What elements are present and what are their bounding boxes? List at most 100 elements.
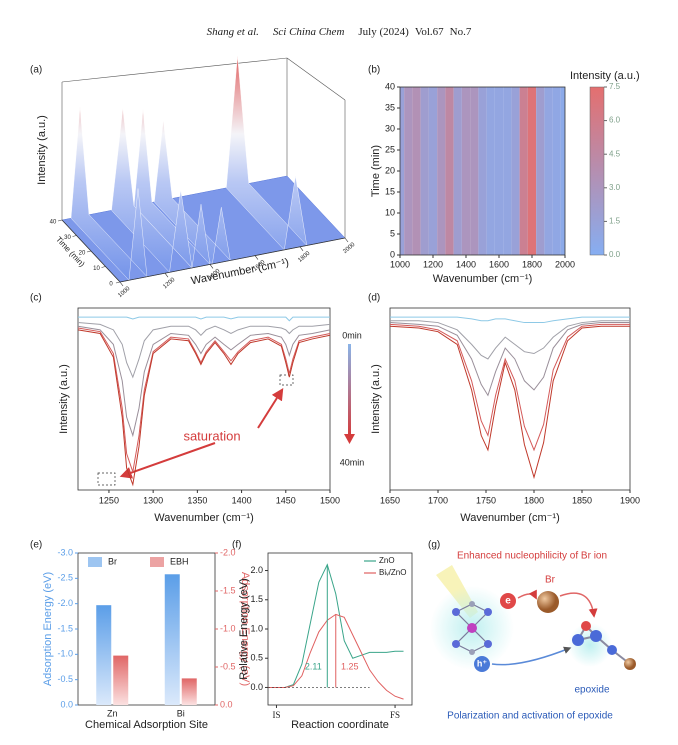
annotation: saturation bbox=[183, 428, 240, 443]
y-tick bbox=[72, 235, 77, 237]
x-tick-label: 1900 bbox=[620, 495, 640, 505]
colorbar-tick-label: 4.5 bbox=[609, 149, 621, 158]
header-issue: No.7 bbox=[450, 26, 472, 38]
heat-cell bbox=[400, 87, 405, 255]
bar bbox=[164, 574, 180, 705]
y2-tick-label: -1.5 bbox=[220, 585, 236, 595]
plot-frame bbox=[389, 307, 631, 491]
x-tick bbox=[119, 281, 124, 287]
heat-cell bbox=[445, 87, 454, 255]
x-axis-label: Wavenumber (cm⁻¹) bbox=[433, 273, 533, 285]
y-tick-label: 0 bbox=[109, 282, 113, 288]
hole-label: h⁺ bbox=[477, 658, 487, 668]
heat-cell bbox=[552, 87, 561, 255]
header-volume: Vol.67 bbox=[415, 26, 444, 38]
annotation: 40min bbox=[340, 457, 365, 467]
x-tick-label: FS bbox=[390, 710, 400, 720]
x-tick-label: 1800 bbox=[297, 250, 312, 264]
heat-cell bbox=[437, 87, 446, 255]
y-tick-label: 10 bbox=[93, 266, 100, 272]
panel-label: (c) bbox=[30, 293, 42, 304]
colorbar-tick-label: 1.5 bbox=[609, 217, 621, 226]
y2-tick-label: 0.0 bbox=[220, 699, 233, 709]
mechanism-diagram: (g) Enhanced nucleophilicity of Br ion e… bbox=[428, 540, 636, 722]
y-tick-label: -3.0 bbox=[57, 547, 73, 557]
y-tick-label: 0.5 bbox=[250, 653, 263, 663]
legend-label: EBH bbox=[170, 556, 189, 566]
series-line bbox=[77, 325, 331, 438]
atom bbox=[452, 608, 460, 616]
bromide-label: Br bbox=[545, 575, 556, 586]
heat-cell bbox=[536, 87, 545, 255]
y2-axis-label: Adsorption Energy (eV) bbox=[239, 572, 251, 686]
highlight-box bbox=[97, 472, 116, 486]
atom bbox=[581, 621, 591, 631]
z-axis-label: Intensity (a.u.) bbox=[36, 115, 48, 185]
box-edge bbox=[61, 57, 288, 83]
x-tick-label: Bi bbox=[177, 708, 185, 718]
header-authors: Shang et al. bbox=[207, 26, 259, 38]
y2-tick-label: -1.0 bbox=[220, 623, 236, 633]
atom bbox=[452, 640, 460, 648]
y-axis-label: Time (min) bbox=[370, 145, 382, 197]
y-tick-label: 20 bbox=[385, 165, 395, 175]
y-tick-label: -0.5 bbox=[57, 674, 73, 684]
series-line bbox=[77, 329, 331, 487]
atom bbox=[484, 640, 492, 648]
bromide-ion bbox=[537, 591, 559, 613]
y-tick-label: 0.0 bbox=[60, 699, 73, 709]
bar bbox=[96, 605, 112, 705]
heat-cell bbox=[527, 87, 537, 255]
x-axis-label: Wavenumber (cm⁻¹) bbox=[460, 512, 560, 524]
arrow bbox=[517, 589, 537, 600]
x-tick-label: 2000 bbox=[342, 241, 357, 255]
legend-swatch bbox=[88, 557, 102, 567]
time-arrow-head bbox=[344, 434, 355, 444]
heat-cell bbox=[560, 87, 565, 255]
y-axis-label: Intensity (a.u.) bbox=[58, 364, 70, 434]
heat-cell bbox=[420, 87, 429, 255]
y-tick bbox=[101, 266, 106, 268]
plot-frame bbox=[77, 307, 331, 491]
heat-cell bbox=[519, 87, 528, 255]
x-tick-label: 1750 bbox=[476, 495, 496, 505]
panel-label: (d) bbox=[368, 293, 380, 304]
y-tick-label: -2.5 bbox=[57, 573, 73, 583]
heat-cell bbox=[404, 87, 413, 255]
time-arrow bbox=[348, 344, 351, 436]
atom bbox=[607, 645, 617, 655]
y-tick-label: 35 bbox=[385, 102, 395, 112]
heat-cell bbox=[511, 87, 520, 255]
x-tick-label: 1850 bbox=[572, 495, 592, 505]
y2-tick-label: -0.5 bbox=[220, 661, 236, 671]
y-tick-label: 25 bbox=[385, 144, 395, 154]
annotation-art bbox=[97, 344, 355, 486]
series-line bbox=[389, 322, 630, 397]
y-tick-label: -1.5 bbox=[57, 623, 73, 633]
y-tick bbox=[115, 281, 121, 284]
x-tick-label: 1200 bbox=[162, 277, 177, 291]
product-label: epoxide bbox=[574, 685, 609, 696]
annotation: 0min bbox=[342, 330, 362, 340]
diagram-title: Enhanced nucleophilicity of Br ion bbox=[457, 551, 607, 562]
x-tick-label: 1450 bbox=[276, 495, 296, 505]
y-tick bbox=[86, 250, 92, 253]
highlight-box bbox=[279, 374, 294, 386]
x-tick bbox=[299, 246, 304, 251]
colorbar-tick-label: 7.5 bbox=[609, 82, 621, 91]
x-axis-label: Wavenumber (cm⁻¹) bbox=[154, 512, 254, 524]
x-tick-label: 1650 bbox=[380, 495, 400, 505]
panel-label: (a) bbox=[30, 65, 42, 76]
header-journal: Sci China Chem bbox=[273, 26, 345, 38]
series-line bbox=[78, 316, 330, 322]
y-tick-label: 0.0 bbox=[250, 682, 263, 692]
x-tick bbox=[254, 255, 259, 260]
series-line bbox=[390, 316, 630, 324]
x-tick-label: 1400 bbox=[232, 495, 252, 505]
bar bbox=[113, 655, 129, 705]
x-tick-label: 1500 bbox=[320, 495, 340, 505]
arrow bbox=[119, 442, 216, 479]
heat-cell bbox=[470, 87, 479, 255]
y-tick-label: -1.0 bbox=[57, 649, 73, 659]
